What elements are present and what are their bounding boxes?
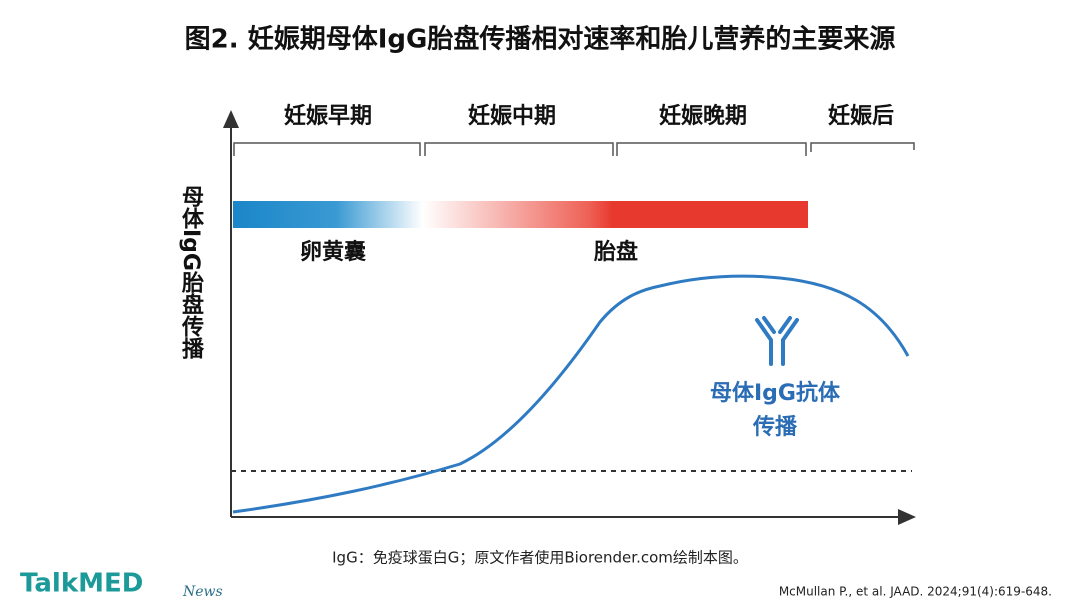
title: 图2. 妊娠期母体IgG胎盘传播相对速率和胎儿营养的主要来源 bbox=[185, 24, 896, 55]
phase-label: 妊娠晚期 bbox=[659, 103, 747, 129]
phase-brackets bbox=[233, 142, 915, 156]
logo: TalkMED bbox=[20, 569, 143, 599]
y-axis-label: 母体IgG胎盘传播 bbox=[178, 185, 205, 359]
curve-label: 传播 bbox=[752, 415, 798, 440]
nutrition-bar bbox=[233, 201, 808, 228]
phase-label: 妊娠中期 bbox=[468, 103, 556, 129]
source-label: 卵黄囊 bbox=[300, 239, 366, 265]
igg-curve bbox=[232, 274, 910, 514]
logo-tag: News bbox=[182, 584, 223, 600]
antibody-icon bbox=[755, 316, 799, 366]
source-label: 胎盘 bbox=[594, 239, 638, 265]
caption: IgG：免疫球蛋白G；原文作者使用Biorender.com绘制本图。 bbox=[332, 549, 748, 567]
curve-label: 母体IgG抗体 bbox=[710, 380, 841, 406]
phase-label: 妊娠早期 bbox=[284, 103, 372, 129]
phase-label: 妊娠后 bbox=[828, 103, 894, 129]
citation: McMullan P., et al. JAAD. 2024;91(4):619… bbox=[779, 585, 1052, 599]
